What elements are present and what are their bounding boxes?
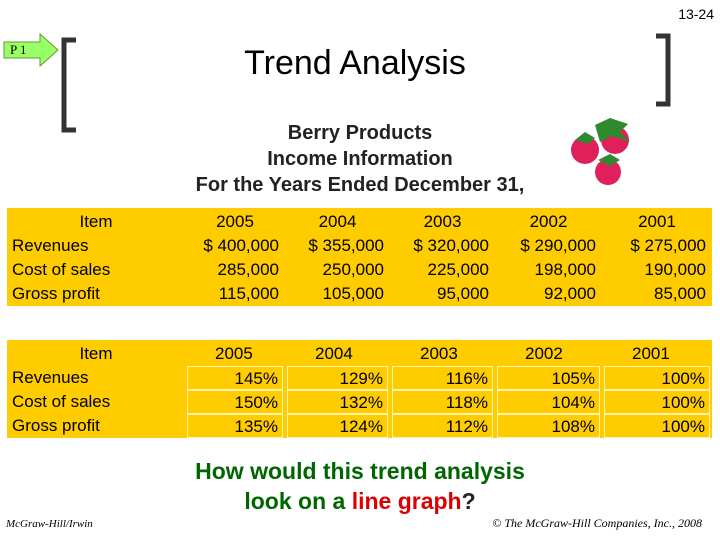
value-cell: $ 290,000 <box>520 236 596 255</box>
value-cell: 198,000 <box>534 260 596 279</box>
footer-right: © The McGraw-Hill Companies, Inc., 2008 <box>492 516 702 530</box>
row-label: Gross profit <box>12 416 100 435</box>
marker-label: P 1 <box>10 42 27 57</box>
value-cell: 129% <box>287 366 388 390</box>
strawberry-icon <box>571 118 630 185</box>
subtitle-line: Berry Products <box>287 122 433 144</box>
table1-background <box>7 208 712 306</box>
row-label: Gross profit <box>12 284 100 303</box>
left-bracket <box>61 37 76 133</box>
header-cell: Item <box>79 212 113 231</box>
right-bracket <box>656 33 671 107</box>
question-text: ? <box>461 488 476 514</box>
subtitle-line: Income Information <box>267 148 453 170</box>
question-text: look on a <box>244 488 352 514</box>
row-label: Revenues <box>12 368 89 387</box>
header-cell: 2004 <box>315 344 353 363</box>
header-cell: 2005 <box>215 344 253 363</box>
value-cell: 145% <box>187 366 283 390</box>
value-cell: 85,000 <box>654 284 706 303</box>
value-cell: 100% <box>604 390 710 414</box>
value-cell: 104% <box>497 390 600 414</box>
header-cell: 2005 <box>216 212 254 231</box>
subtitle: Berry Products Income Information For the … <box>0 120 720 198</box>
title: Trend Analysis <box>244 44 466 82</box>
value-cell: 105% <box>497 366 600 390</box>
header-cell: 2002 <box>529 212 568 231</box>
value-cell: 135% <box>187 414 283 438</box>
row-label: Cost of sales <box>12 392 111 411</box>
value-cell: 116% <box>392 366 493 390</box>
header-cell: 2001 <box>632 344 670 363</box>
value-cell: 115,000 <box>218 284 279 303</box>
question-line: look on a line graph? <box>0 486 720 516</box>
page-number: 13-24 <box>678 6 714 22</box>
decorations <box>3 32 671 185</box>
value-cell: 285,000 <box>217 260 279 279</box>
value-cell: 250,000 <box>322 260 384 279</box>
header-cell: 2002 <box>525 344 563 363</box>
header-cell: Item <box>79 344 113 363</box>
value-cell: 225,000 <box>427 260 489 279</box>
value-cell: 118% <box>392 390 493 414</box>
question: How would this trend analysis look on a … <box>0 456 720 516</box>
value-cell: $ 320,000 <box>413 236 489 255</box>
value-cell: 132% <box>287 390 388 414</box>
row-label: Revenues <box>12 236 89 255</box>
value-cell: 150% <box>187 390 283 414</box>
subtitle-line: For the Years Ended December 31, <box>195 174 525 196</box>
header-cell: 2004 <box>318 212 357 231</box>
value-cell: 100% <box>604 366 710 390</box>
value-cell: 112% <box>392 414 493 438</box>
header-cell: 2003 <box>423 212 462 231</box>
value-cell: 190,000 <box>644 260 706 279</box>
header-cell: 2001 <box>638 212 676 231</box>
value-cell: 124% <box>287 414 388 438</box>
value-cell: 100% <box>604 414 710 438</box>
header-cell: 2003 <box>420 344 458 363</box>
question-line: How would this trend analysis <box>195 458 525 484</box>
value-cell: 92,000 <box>544 284 596 303</box>
marker-arrow <box>3 32 59 68</box>
footer-left: McGraw-Hill/Irwin <box>6 518 93 530</box>
value-cell: $ 355,000 <box>308 236 384 255</box>
value-cell: $ 400,000 <box>203 236 279 255</box>
value-cell: 105,000 <box>322 284 384 303</box>
value-cell: 95,000 <box>437 284 489 303</box>
question-highlight: line graph <box>351 488 462 514</box>
value-cell: 108% <box>497 414 600 438</box>
value-cell: $ 275,000 <box>630 236 706 255</box>
row-label: Cost of sales <box>12 260 111 279</box>
